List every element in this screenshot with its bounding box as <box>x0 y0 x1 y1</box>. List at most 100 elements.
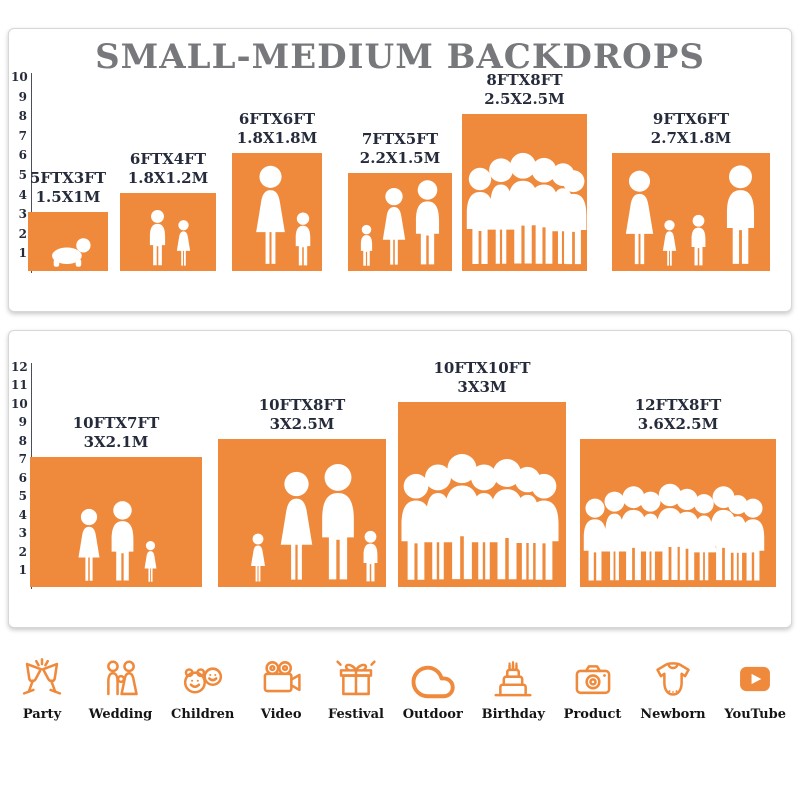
category-label: Newborn <box>640 707 706 722</box>
category-label: Wedding <box>88 707 153 722</box>
category-newborn: Newborn <box>640 656 706 722</box>
people-silhouette <box>625 165 755 266</box>
category-party: Party <box>14 656 70 722</box>
size-m-label: 2.7X1.8M <box>650 129 732 147</box>
backdrop-bar-10ftx8ft: 10FTX8FT 3X2.5M <box>218 396 386 587</box>
backdrop-swatch <box>348 173 452 271</box>
people-silhouette <box>78 501 157 582</box>
youtube-play-icon <box>740 666 771 692</box>
size-m-label: 3X2.5M <box>269 415 335 433</box>
backdrop-bar-10ftx7ft: 10FTX7FT 3X2.1M <box>30 414 202 587</box>
backdrop-swatch <box>28 212 108 271</box>
product-camera-icon <box>575 665 610 695</box>
backdrop-bar-9ftx6ft: 9FTX6FT 2.7X1.8M <box>612 110 770 271</box>
backdrop-bar-6ftx4ft: 6FTX4FT 1.8X1.2M <box>120 150 216 271</box>
size-m-label: 1.8X1.8M <box>236 129 318 147</box>
backdrop-swatch <box>462 114 587 271</box>
newborn-onesie-icon <box>656 662 690 696</box>
outdoor-cloud-icon <box>411 665 455 699</box>
category-children: Children <box>171 656 234 722</box>
size-m-label: 3X3M <box>457 378 507 396</box>
people-silhouette <box>52 238 91 267</box>
ruler-tick: 7 <box>18 452 27 466</box>
backdrop-bar-6ftx6ft: 6FTX6FT 1.8X1.8M <box>232 110 322 271</box>
people-silhouette <box>256 165 311 266</box>
ruler-tick: 1 <box>18 563 27 577</box>
size-ft-label: 12FTX8FT <box>634 396 722 414</box>
people-silhouette <box>251 463 378 582</box>
ruler-tick: 1 <box>18 246 27 260</box>
bar-label: 6FTX4FT 1.8X1.2M <box>128 150 208 188</box>
category-label: Birthday <box>481 707 545 722</box>
ruler-tick: 10 <box>11 70 28 84</box>
category-label: Product <box>563 707 622 722</box>
bar-label: 10FTX8FT 3X2.5M <box>259 396 346 434</box>
size-ft-label: 6FTX6FT <box>238 110 316 128</box>
size-ft-label: 9FTX6FT <box>652 110 730 128</box>
category-outdoor: Outdoor <box>403 656 463 722</box>
backdrop-swatch <box>580 439 776 587</box>
size-ft-label: 10FTX8FT <box>258 396 346 414</box>
size-ft-label: 6FTX4FT <box>129 150 207 168</box>
ruler-tick: 12 <box>11 360 28 374</box>
ruler-tick: 2 <box>18 227 27 241</box>
size-ft-label: 10FTX7FT <box>72 414 160 432</box>
people-silhouette <box>583 483 765 581</box>
people-silhouette <box>360 180 440 266</box>
category-wedding: Wedding <box>89 656 152 722</box>
size-m-label: 1.8X1.2M <box>127 169 209 187</box>
ruler-tick: 8 <box>18 109 27 123</box>
ruler-tick: 9 <box>18 415 27 429</box>
size-ft-label: 7FTX5FT <box>361 130 439 148</box>
category-label: Video <box>260 707 302 722</box>
bar-label: 10FTX7FT 3X2.1M <box>73 414 160 452</box>
ruler-tick: 11 <box>11 378 28 392</box>
backdrop-swatch <box>120 193 216 271</box>
backdrop-bar-7ftx5ft: 7FTX5FT 2.2X1.5M <box>348 130 452 271</box>
ruler-tick: 6 <box>18 148 27 162</box>
video-camera-icon <box>263 661 301 693</box>
panel-small-backdrops: SMALL-MEDIUM BACKDROPS 10 9 8 7 6 5 4 3 … <box>8 28 792 312</box>
ruler-tick: 9 <box>18 90 27 104</box>
party-glasses-icon <box>22 658 62 695</box>
backdrop-swatch <box>398 402 566 587</box>
children-faces-icon <box>183 667 222 694</box>
page-title: SMALL-MEDIUM BACKDROPS <box>95 37 705 77</box>
bar-label: 10FTX10FT 3X3M <box>433 359 530 397</box>
category-label: Festival <box>327 707 384 722</box>
category-youtube: YouTube <box>724 656 786 722</box>
ruler-tick: 8 <box>18 434 27 448</box>
ruler-tick: 4 <box>18 188 27 202</box>
category-video: Video <box>253 656 309 722</box>
bar-label: 12FTX8FT 3.6X2.5M <box>635 396 722 434</box>
bar-label: 9FTX6FT 2.7X1.8M <box>651 110 731 148</box>
backdrop-swatch <box>30 457 202 587</box>
size-m-label: 1.5X1M <box>35 188 101 206</box>
category-row: Party Wedding <box>14 656 786 722</box>
size-m-label: 3.6X2.5M <box>637 415 719 433</box>
ruler-tick: 3 <box>18 207 27 221</box>
birthday-cake-icon <box>494 661 532 697</box>
category-label: Party <box>22 707 62 722</box>
category-label: YouTube <box>724 707 786 722</box>
ruler-tick: 3 <box>18 526 27 540</box>
category-product: Product <box>563 656 622 722</box>
people-silhouette <box>401 454 559 580</box>
size-m-label: 3X2.1M <box>83 433 149 451</box>
category-birthday: Birthday <box>482 656 545 722</box>
festival-gift-icon <box>336 660 376 696</box>
panel-medium-backdrops: 12 11 10 9 8 7 6 5 4 3 2 1 10FTX7FT 3X2.… <box>8 330 792 628</box>
category-festival: Festival <box>328 656 384 722</box>
people-silhouette <box>149 209 191 266</box>
bar-label: 6FTX6FT 1.8X1.8M <box>237 110 317 148</box>
bar-label: 5FTX3FT 1.5X1M <box>30 169 106 207</box>
backdrop-bar-8ftx8ft: 8FTX8FT 2.5X2.5M <box>462 71 587 271</box>
backdrop-bar-5ftx3ft: 5FTX3FT 1.5X1M <box>28 169 108 271</box>
backdrop-swatch <box>218 439 386 587</box>
size-m-label: 2.2X1.5M <box>359 149 441 167</box>
backdrop-swatch <box>612 153 770 271</box>
backdrop-bar-10ftx10ft: 10FTX10FT 3X3M <box>398 359 566 587</box>
ruler-tick: 10 <box>11 397 28 411</box>
category-label: Children <box>171 707 235 722</box>
